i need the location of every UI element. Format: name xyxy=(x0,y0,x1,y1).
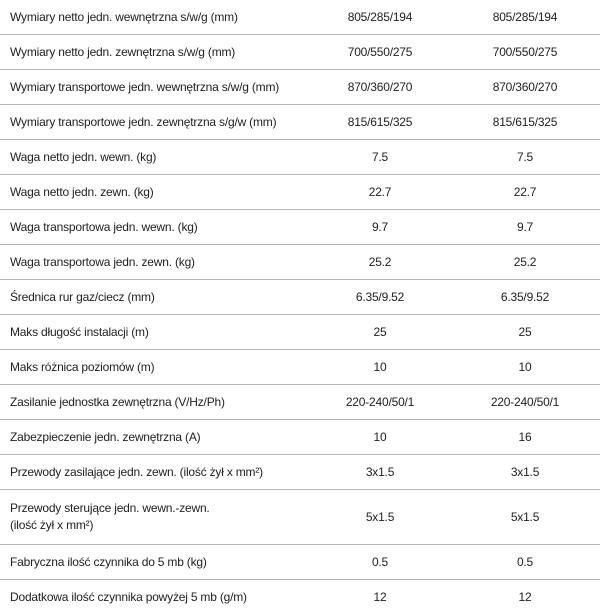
row-value: 16 xyxy=(450,419,600,455)
row-value: 815/615/325 xyxy=(310,104,450,140)
table-row: Przewody zasilające jedn. zewn. (ilość ż… xyxy=(0,454,600,490)
row-value: 220-240/50/1 xyxy=(450,384,600,420)
table-row: Dodatkowa ilość czynnika powyżej 5 mb (g… xyxy=(0,580,600,616)
table-row: Zabezpieczenie jedn. zewnętrzna (A) 10 16 xyxy=(0,419,600,455)
row-label: Zabezpieczenie jedn. zewnętrzna (A) xyxy=(0,419,310,455)
row-value: 0.5 xyxy=(310,544,450,580)
row-value: 805/285/194 xyxy=(310,0,450,35)
row-value: 10 xyxy=(310,419,450,455)
row-label: Waga transportowa jedn. zewn. (kg) xyxy=(0,244,310,280)
row-value: 0.5 xyxy=(450,544,600,580)
row-label: Fabryczna ilość czynnika do 5 mb (kg) xyxy=(0,544,310,580)
row-label: Wymiary transportowe jedn. wewnętrzna s/… xyxy=(0,69,310,105)
row-label: Zasilanie jednostka zewnętrzna (V/Hz/Ph) xyxy=(0,384,310,420)
row-label: Przewody sterujące jedn. wewn.-zewn. (il… xyxy=(0,489,310,545)
row-value: 10 xyxy=(450,349,600,385)
table-row: Wymiary netto jedn. zewnętrzna s/w/g (mm… xyxy=(0,34,600,70)
table-row: Średnica rur gaz/ciecz (mm) 6.35/9.52 6.35… xyxy=(0,279,600,315)
row-value: 815/615/325 xyxy=(450,104,600,140)
row-value: 5x1.5 xyxy=(450,489,600,545)
table-row: Przewody sterujące jedn. wewn.-zewn. (il… xyxy=(0,489,600,545)
row-value: 22.7 xyxy=(310,174,450,210)
table-row: Wymiary netto jedn. wewnętrzna s/w/g (mm… xyxy=(0,0,600,35)
row-label: Maks długość instalacji (m) xyxy=(0,314,310,350)
row-label: Wymiary netto jedn. zewnętrzna s/w/g (mm… xyxy=(0,34,310,70)
table-row: Fabryczna ilość czynnika do 5 mb (kg) 0.5… xyxy=(0,544,600,580)
row-label: Przewody zasilające jedn. zewn. (ilość ż… xyxy=(0,454,310,490)
row-value: 7.5 xyxy=(450,139,600,175)
row-label: Waga transportowa jedn. wewn. (kg) xyxy=(0,209,310,245)
row-value: 25.2 xyxy=(310,244,450,280)
table-row: Waga transportowa jedn. zewn. (kg) 25.2 25… xyxy=(0,244,600,280)
row-value: 3x1.5 xyxy=(450,454,600,490)
table-row: Zasilanie jednostka zewnętrzna (V/Hz/Ph)… xyxy=(0,384,600,420)
row-value: 25 xyxy=(310,314,450,350)
row-value: 9.7 xyxy=(450,209,600,245)
row-value: 25.2 xyxy=(450,244,600,280)
row-value: 12 xyxy=(373,590,387,604)
row-value: 6.35/9.52 xyxy=(450,279,600,315)
row-value: 22.7 xyxy=(450,174,600,210)
row-value: 7.5 xyxy=(310,139,450,175)
row-value: 220-240/50/1 xyxy=(310,384,450,420)
table-row: Waga netto jedn. zewn. (kg) 22.7 22.7 xyxy=(0,174,600,210)
row-label: Maks różnica poziomów (m) xyxy=(0,349,310,385)
row-value: 10 xyxy=(310,349,450,385)
row-label: Waga netto jedn. zewn. (kg) xyxy=(0,174,310,210)
row-value: 12 xyxy=(518,590,532,604)
row-value: 870/360/270 xyxy=(310,69,450,105)
row-value: 3x1.5 xyxy=(310,454,450,490)
row-value: 6.35/9.52 xyxy=(310,279,450,315)
row-value: 700/550/275 xyxy=(310,34,450,70)
table-row: Wymiary transportowe jedn. wewnętrzna s/… xyxy=(0,69,600,105)
row-label: Średnica rur gaz/ciecz (mm) xyxy=(0,279,310,315)
row-value: 805/285/194 xyxy=(450,0,600,35)
row-value: 25 xyxy=(450,314,600,350)
row-value: 870/360/270 xyxy=(450,69,600,105)
table-row: Waga transportowa jedn. wewn. (kg) 9.7 9.7 xyxy=(0,209,600,245)
row-label: Waga netto jedn. wewn. (kg) xyxy=(0,139,310,175)
row-value: 700/550/275 xyxy=(450,34,600,70)
table-row: Waga netto jedn. wewn. (kg) 7.5 7.5 xyxy=(0,139,600,175)
row-label: Wymiary netto jedn. wewnętrzna s/w/g (mm… xyxy=(0,0,310,35)
table-row: Maks długość instalacji (m) 25 25 xyxy=(0,314,600,350)
row-value: 5x1.5 xyxy=(310,489,450,545)
table-row: Wymiary transportowe jedn. zewnętrzna s/… xyxy=(0,104,600,140)
row-label: Dodatkowa ilość czynnika powyżej 5 mb (g… xyxy=(10,590,247,604)
row-label: Wymiary transportowe jedn. zewnętrzna s/… xyxy=(0,104,310,140)
table-row: Maks różnica poziomów (m) 10 10 xyxy=(0,349,600,385)
row-value: 9.7 xyxy=(310,209,450,245)
